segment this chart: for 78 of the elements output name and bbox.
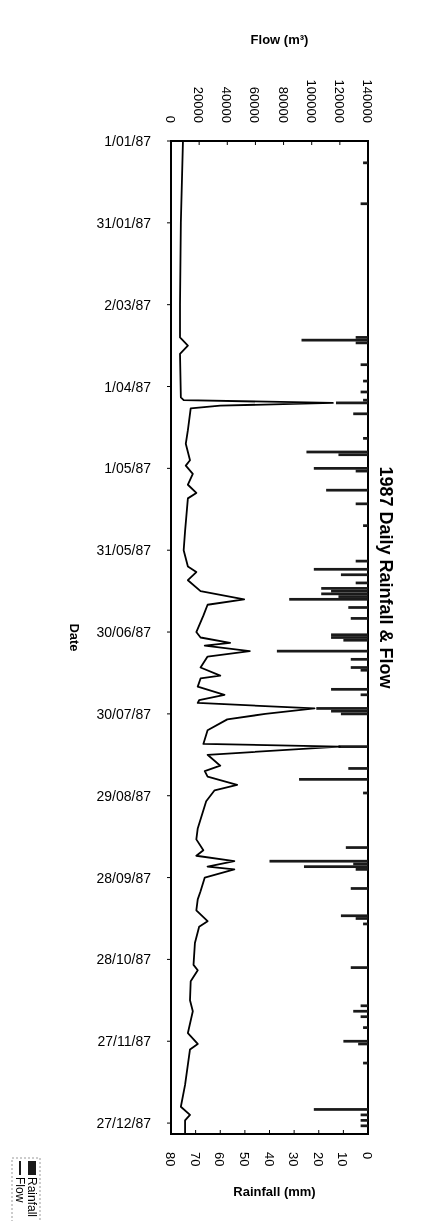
bar [303, 865, 368, 869]
x2-tick-label: 60000 [247, 86, 263, 123]
bar [340, 914, 368, 918]
x2-tick-label: 120000 [331, 79, 347, 123]
x-tick-label: 50 [236, 1152, 252, 1167]
bar [350, 887, 368, 890]
x-tick-label: 20 [310, 1152, 326, 1167]
x2-tick-label: 80000 [275, 86, 291, 123]
bar [340, 573, 368, 577]
y-tick-label: 2/03/87 [104, 296, 152, 313]
bar [269, 859, 368, 863]
bar [321, 592, 368, 596]
bar [313, 567, 368, 571]
y-tick-label: 27/12/87 [96, 1115, 152, 1132]
bar [313, 467, 368, 470]
bar [343, 1039, 368, 1043]
x-tick-label: 60 [212, 1152, 228, 1167]
bar [350, 666, 368, 669]
bar [363, 436, 368, 440]
x-tick-label: 10 [335, 1152, 351, 1167]
x-tick-label: 30 [286, 1152, 302, 1167]
bar [360, 363, 368, 367]
text: 1987 Daily Rainfall & Flow [376, 466, 396, 690]
y-tick-label: 29/08/87 [96, 787, 152, 804]
bar [338, 745, 368, 748]
bar [353, 1009, 368, 1013]
legend-label: Flow [13, 1177, 27, 1203]
bar [289, 597, 368, 601]
bar [363, 524, 368, 528]
bar [360, 693, 368, 697]
x-tick-label: 0 [360, 1152, 375, 1160]
x-tick-label: 40 [261, 1152, 277, 1167]
bar [353, 412, 368, 416]
x2-tick-label: 40000 [219, 86, 235, 123]
x2-tick-label: 140000 [360, 79, 375, 123]
bar [350, 657, 368, 661]
bar [316, 707, 368, 710]
bar [363, 1026, 368, 1029]
bar [345, 846, 368, 849]
bar [331, 687, 368, 691]
bar [360, 1119, 368, 1122]
bar [348, 767, 368, 770]
bar [299, 777, 368, 781]
y-axis-title: Date [67, 623, 82, 652]
bar [360, 202, 368, 206]
y-tick-label: 28/09/87 [96, 869, 152, 886]
y-tick-label: 31/05/87 [96, 542, 152, 559]
x-tick-label: 80 [163, 1152, 178, 1167]
bar [360, 1004, 368, 1008]
x2-axis-title: Flow (m³) [250, 32, 309, 47]
x-tick-label: 70 [187, 1152, 203, 1167]
y-tick-label: 30/06/87 [96, 624, 152, 641]
y-tick-label: 1/01/87 [104, 133, 152, 149]
bar [326, 488, 368, 492]
y-tick-label: 31/01/87 [96, 214, 152, 231]
bar [301, 338, 368, 342]
bar [331, 633, 368, 637]
x-axis-title: Rainfall (mm) [233, 1184, 316, 1199]
y-tick-label: 27/11/87 [97, 1033, 152, 1050]
bar [348, 606, 368, 609]
bar [360, 1015, 368, 1019]
bar [350, 966, 368, 969]
y-tick-label: 28/10/87 [96, 951, 152, 968]
bar [355, 502, 368, 506]
bar [276, 649, 368, 653]
x2-tick-label: 0 [163, 115, 178, 123]
x2-tick-label: 20000 [191, 86, 207, 123]
bar [321, 587, 368, 590]
bar [331, 636, 368, 639]
bar [350, 617, 368, 620]
y-tick-label: 30/07/87 [96, 705, 152, 722]
y-tick-label: 1/05/87 [104, 460, 152, 477]
bar [363, 161, 368, 165]
bar [360, 1124, 368, 1128]
y-tick-label: 1/04/87 [104, 378, 152, 395]
legend-label: Rainfall [25, 1177, 39, 1218]
bar [313, 1108, 368, 1111]
x2-tick-label: 100000 [303, 79, 319, 123]
